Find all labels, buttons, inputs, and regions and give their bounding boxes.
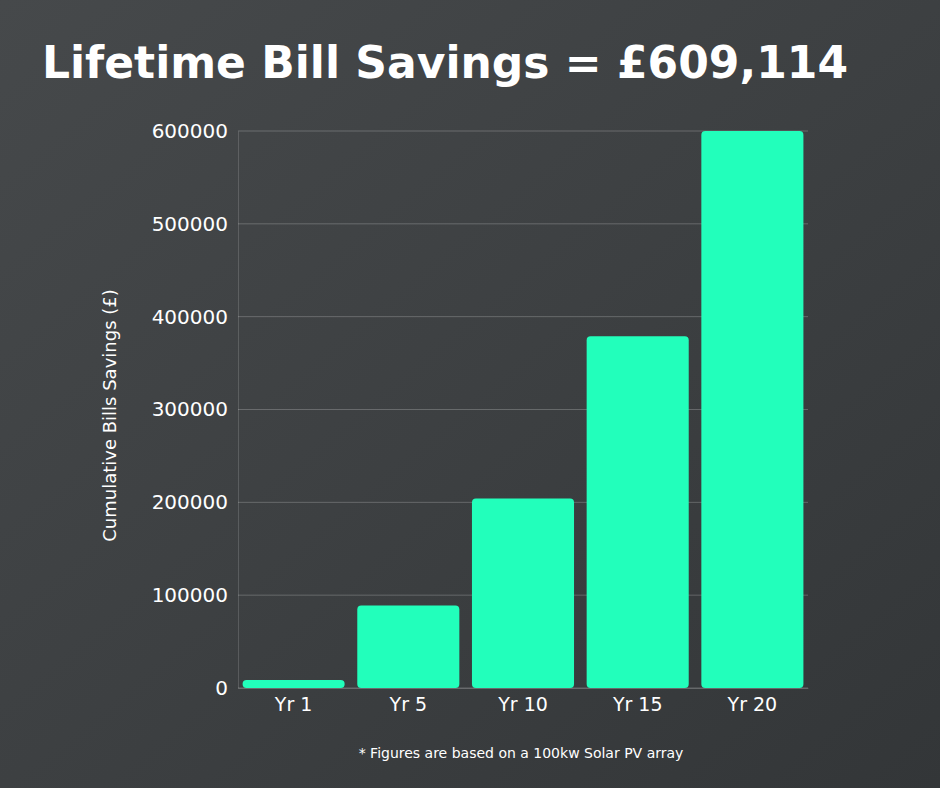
y-tick: 0: [215, 676, 238, 700]
bar: [357, 605, 459, 688]
x-tick-label: Yr 20: [727, 693, 778, 715]
x-tick: Yr 10: [497, 688, 548, 715]
bar: [701, 131, 803, 688]
y-tick-label: 500000: [152, 212, 228, 236]
footnote: * Figures are based on a 100kw Solar PV …: [359, 745, 684, 761]
y-tick-label: 400000: [152, 305, 228, 329]
x-axis: Yr 1 Yr 5 Yr 10 Yr 15 Yr 20: [239, 688, 809, 715]
y-tick-label: 100000: [152, 583, 228, 607]
y-tick: 300000: [152, 397, 238, 421]
x-tick-label: Yr 15: [612, 693, 663, 715]
x-tick: Yr 1: [274, 688, 313, 715]
y-tick-label: 600000: [152, 119, 228, 143]
x-tick: Yr 15: [612, 688, 663, 715]
x-tick-label: Yr 10: [497, 693, 548, 715]
y-tick: 600000: [152, 119, 238, 143]
bars: [243, 131, 804, 688]
background: [0, 0, 940, 788]
y-tick: 200000: [152, 490, 238, 514]
x-tick-label: Yr 5: [389, 693, 428, 715]
bar: [243, 680, 345, 688]
y-axis: 0 100000 200000 300000 400000 500000 600000: [152, 119, 239, 700]
y-tick-label: 300000: [152, 397, 228, 421]
x-tick: Yr 5: [389, 688, 428, 715]
y-tick-label: 0: [215, 676, 228, 700]
y-axis-title: Cumulative Bills Savings (£): [99, 289, 120, 541]
bar: [472, 499, 574, 688]
y-axis-line: [238, 132, 239, 689]
x-tick: Yr 20: [727, 688, 778, 715]
y-tick: 400000: [152, 305, 238, 329]
chart: 0 100000 200000 300000 400000 500000 600000 Yr …: [0, 0, 940, 788]
y-tick: 500000: [152, 212, 238, 236]
title: Lifetime Bill Savings = £609,114: [42, 37, 848, 88]
y-tick-label: 200000: [152, 490, 228, 514]
bar: [587, 336, 689, 688]
x-axis-line: [239, 688, 809, 689]
x-tick-label: Yr 1: [274, 693, 313, 715]
y-tick: 100000: [152, 583, 238, 607]
grid: [238, 131, 808, 688]
